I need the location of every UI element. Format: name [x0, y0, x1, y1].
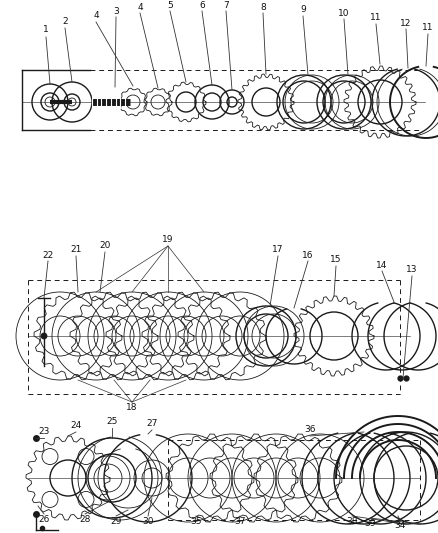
Text: 10: 10 — [338, 9, 350, 18]
Text: 15: 15 — [330, 255, 342, 264]
Text: 21: 21 — [71, 246, 82, 254]
Text: 4: 4 — [93, 12, 99, 20]
Text: 36: 36 — [304, 425, 316, 434]
Text: 39: 39 — [364, 520, 376, 529]
Text: 22: 22 — [42, 251, 53, 260]
Text: 8: 8 — [260, 3, 266, 12]
Text: 38: 38 — [346, 518, 358, 527]
Text: 37: 37 — [234, 518, 246, 527]
Circle shape — [41, 333, 47, 339]
Text: 4: 4 — [137, 3, 143, 12]
Text: 11: 11 — [370, 13, 382, 22]
Text: 19: 19 — [162, 236, 174, 245]
Text: 27: 27 — [146, 419, 158, 429]
Text: 6: 6 — [199, 1, 205, 10]
Text: 9: 9 — [300, 5, 306, 14]
Text: 28: 28 — [79, 515, 91, 524]
Text: 13: 13 — [406, 265, 418, 274]
Text: 5: 5 — [167, 1, 173, 10]
Text: 2: 2 — [62, 18, 68, 27]
Text: 25: 25 — [106, 417, 118, 426]
Text: 14: 14 — [376, 261, 388, 270]
Text: 12: 12 — [400, 19, 412, 28]
Text: 34: 34 — [394, 521, 406, 530]
Text: 30: 30 — [142, 518, 154, 527]
Text: 18: 18 — [126, 403, 138, 413]
Text: 35: 35 — [190, 518, 202, 527]
Text: 7: 7 — [223, 1, 229, 10]
Text: 24: 24 — [71, 422, 81, 431]
Text: 3: 3 — [113, 6, 119, 15]
Text: 20: 20 — [99, 241, 111, 251]
Text: 17: 17 — [272, 246, 284, 254]
Text: 23: 23 — [38, 427, 49, 437]
Text: 29: 29 — [110, 518, 122, 527]
Text: 1: 1 — [43, 26, 49, 35]
Text: 11: 11 — [422, 23, 434, 33]
Text: 26: 26 — [38, 515, 49, 524]
Text: 16: 16 — [302, 251, 314, 260]
